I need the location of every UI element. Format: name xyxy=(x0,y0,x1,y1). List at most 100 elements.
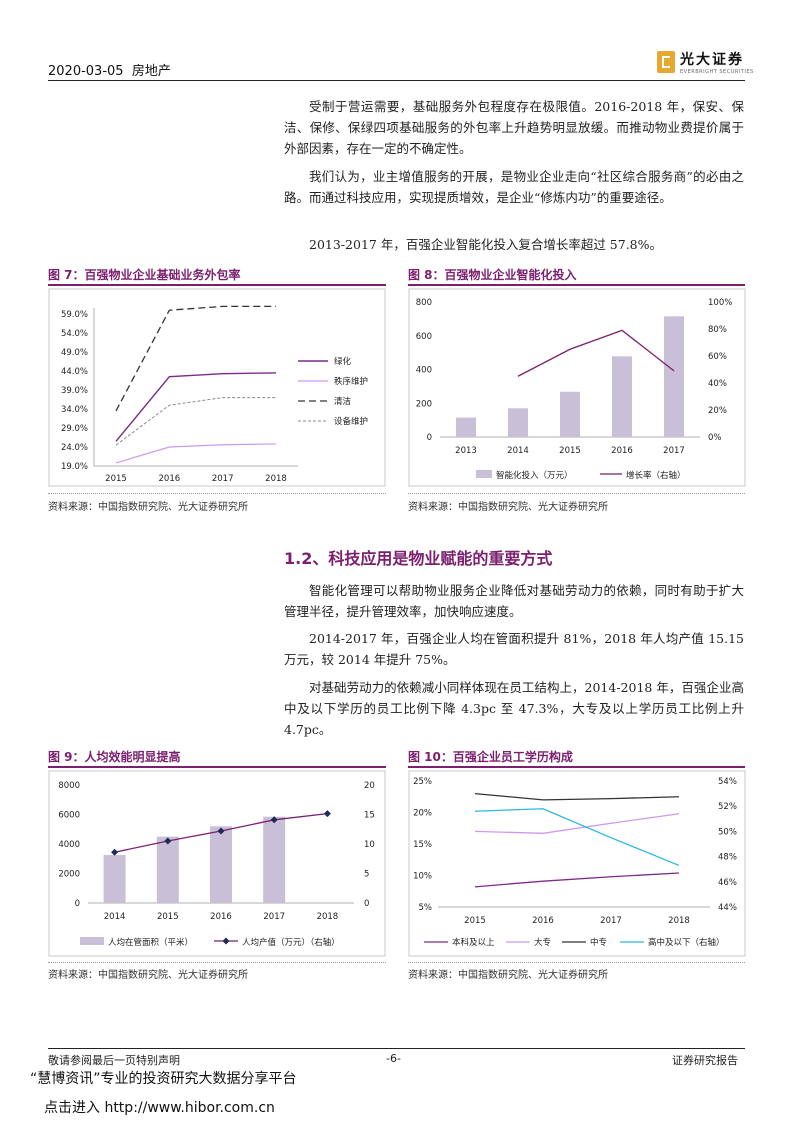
fig8-bar xyxy=(456,417,476,437)
logo-icon xyxy=(657,51,675,73)
fig7-legend-label: 设备维护 xyxy=(334,416,368,427)
fig9-ytick-right: 15 xyxy=(364,811,375,821)
fig10-rule xyxy=(408,766,745,768)
fig8-ytick-right: 80% xyxy=(708,325,727,335)
fig8-ytick-left: 0 xyxy=(427,433,432,443)
fig8-ytick-left: 200 xyxy=(416,399,432,409)
fig10-source: 资料来源：中国指数研究院、光大证券研究所 xyxy=(408,970,608,981)
fig9-output-marker xyxy=(323,810,331,818)
fig9-output-marker xyxy=(164,837,172,845)
fig8-frame xyxy=(408,288,746,487)
header-category: 房地产 xyxy=(131,64,171,79)
fig7-source: 资料来源：中国指数研究院、光大证券研究所 xyxy=(48,502,248,513)
paragraph-2: 我们认为，业主增值服务的开展，是物业企业走向“社区综合服务商”的必由之路。而通过… xyxy=(284,169,744,205)
header-date: 2020-03-05 xyxy=(48,64,124,79)
fig8-title: 图 8：百强物业企业智能化投入 xyxy=(408,268,577,282)
fig9-bar xyxy=(210,826,232,903)
fig9-ytick-left: 0 xyxy=(75,899,80,909)
fig9-ytick-right: 0 xyxy=(364,899,369,909)
header-divider xyxy=(48,80,745,81)
paragraph-3: 2013-2017 年，百强企业智能化投入复合增长率超过 57.8%。 xyxy=(309,237,663,252)
fig9-bar xyxy=(263,816,286,903)
fig10-chart: 25% 20% 15% 10% 5% 54% 52% 50% 48% 46% 44% 2015 2016… xyxy=(408,770,746,957)
fig10-ytick-right: 48% xyxy=(718,853,737,863)
fig8-ytick-right: 20% xyxy=(708,406,727,416)
fig10-ytick-right: 44% xyxy=(718,903,737,913)
fig9-legend-marker xyxy=(222,937,230,945)
footer-divider xyxy=(48,1048,745,1049)
fig7-legend-label: 秩序维护 xyxy=(334,376,368,387)
fig8-rule xyxy=(408,284,745,286)
fig8-xtick: 2014 xyxy=(507,446,529,456)
fig8-bar xyxy=(664,316,684,437)
fig8-source: 资料来源：中国指数研究院、光大证券研究所 xyxy=(408,502,608,513)
fig9-legend-label-bar: 人均在管面积（平米） xyxy=(108,937,193,948)
fig7-series-line xyxy=(115,397,276,446)
fig7-source-rule xyxy=(48,493,386,494)
section-title: 1.2、科技应用是物业赋能的重要方式 xyxy=(284,549,553,568)
paragraph-4: 智能化管理可以帮助物业服务企业降低对基础劳动力的依赖，同时有助于扩大管理半径，提… xyxy=(284,583,744,619)
fig7-ytick: 54.0% xyxy=(61,329,88,339)
fig9-bar xyxy=(156,836,179,903)
watermark-link[interactable]: 点击进入 http://www.hibor.com.cn xyxy=(44,1100,275,1116)
fig7-xtick: 2016 xyxy=(159,474,181,484)
fig10-xtick: 2018 xyxy=(668,916,690,926)
fig9-legend-swatch-bar xyxy=(80,937,104,945)
fig8-ytick-right: 100% xyxy=(708,298,732,308)
fig10-ytick-left: 25% xyxy=(413,777,432,787)
fig8-bar xyxy=(560,391,580,437)
fig10-series-line xyxy=(474,808,680,867)
fig10-ytick-left: 5% xyxy=(419,903,433,913)
logo-en: EVERBRIGHT SECURITIES xyxy=(680,69,754,75)
paragraph-5: 2014-2017 年，百强企业人均在管面积提升 81%，2018 年人均产值 … xyxy=(284,631,744,667)
fig7-ytick: 19.0% xyxy=(61,462,88,472)
footer-page-number: -6- xyxy=(386,1052,401,1065)
fig10-ytick-right: 52% xyxy=(718,802,737,812)
fig7-series-line xyxy=(115,443,277,464)
fig9-xtick: 2017 xyxy=(263,912,285,922)
fig9-xtick: 2014 xyxy=(104,912,126,922)
fig9-rule xyxy=(48,766,386,768)
fig9-ytick-left: 6000 xyxy=(58,811,80,821)
fig10-source-rule xyxy=(408,962,745,963)
fig8-chart: 800 600 400 200 0 100% 80% 60% 40% 20% 0% 2013 2014 2… xyxy=(408,288,746,487)
fig7-ytick: 39.0% xyxy=(61,386,88,396)
fig7-xtick: 2015 xyxy=(105,474,127,484)
fig7-title: 图 7：百强物业企业基础业务外包率 xyxy=(48,268,241,282)
company-logo: 光大证券 EVERBRIGHT SECURITIES xyxy=(657,49,754,75)
fig9-output-marker xyxy=(217,827,225,835)
fig8-ytick-left: 400 xyxy=(416,366,432,376)
fig7-legend-label: 绿化 xyxy=(334,356,352,367)
logo-cn: 光大证券 xyxy=(680,52,744,68)
fig8-xtick: 2017 xyxy=(663,446,685,456)
fig7-ytick: 49.0% xyxy=(61,348,88,358)
fig7-ytick: 59.0% xyxy=(61,310,88,320)
fig9-ytick-right: 10 xyxy=(364,840,375,850)
fig7-ytick: 44.0% xyxy=(61,367,88,377)
fig8-bar xyxy=(612,356,632,437)
fig8-legend-label-bar: 智能化投入（万元） xyxy=(496,470,573,481)
fig10-ytick-right: 54% xyxy=(718,777,737,787)
fig7-series-line xyxy=(115,372,277,442)
fig10-series-line xyxy=(474,872,680,888)
fig9-output-marker xyxy=(111,848,119,856)
fig10-ytick-right: 50% xyxy=(718,827,737,837)
fig10-legend-label: 高中及以下（右轴） xyxy=(648,937,725,948)
paragraph-1: 受制于营运需要，基础服务外包程度存在极限值。2016-2018 年，保安、保洁、… xyxy=(284,99,744,156)
fig9-xtick: 2016 xyxy=(210,912,232,922)
fig10-xtick: 2016 xyxy=(532,916,554,926)
fig8-source-rule xyxy=(408,493,745,494)
fig8-growth-line xyxy=(517,329,675,377)
paragraph-6: 对基础劳动力的依赖减小同样体现在员工结构上，2014-2018 年，百强企业高中… xyxy=(284,680,744,737)
fig10-xtick: 2015 xyxy=(464,916,486,926)
fig9-title: 图 9：人均效能明显提高 xyxy=(48,750,181,764)
fig9-ytick-left: 8000 xyxy=(58,781,80,791)
fig9-xtick: 2015 xyxy=(157,912,179,922)
fig8-ytick-right: 60% xyxy=(708,352,727,362)
fig9-legend-label-line: 人均产值（万元）（右轴） xyxy=(242,937,340,948)
fig8-ytick-left: 600 xyxy=(416,332,432,342)
fig10-ytick-left: 10% xyxy=(413,872,432,882)
fig7-rule xyxy=(48,284,386,286)
fig9-source: 资料来源：中国指数研究院、光大证券研究所 xyxy=(48,970,248,981)
